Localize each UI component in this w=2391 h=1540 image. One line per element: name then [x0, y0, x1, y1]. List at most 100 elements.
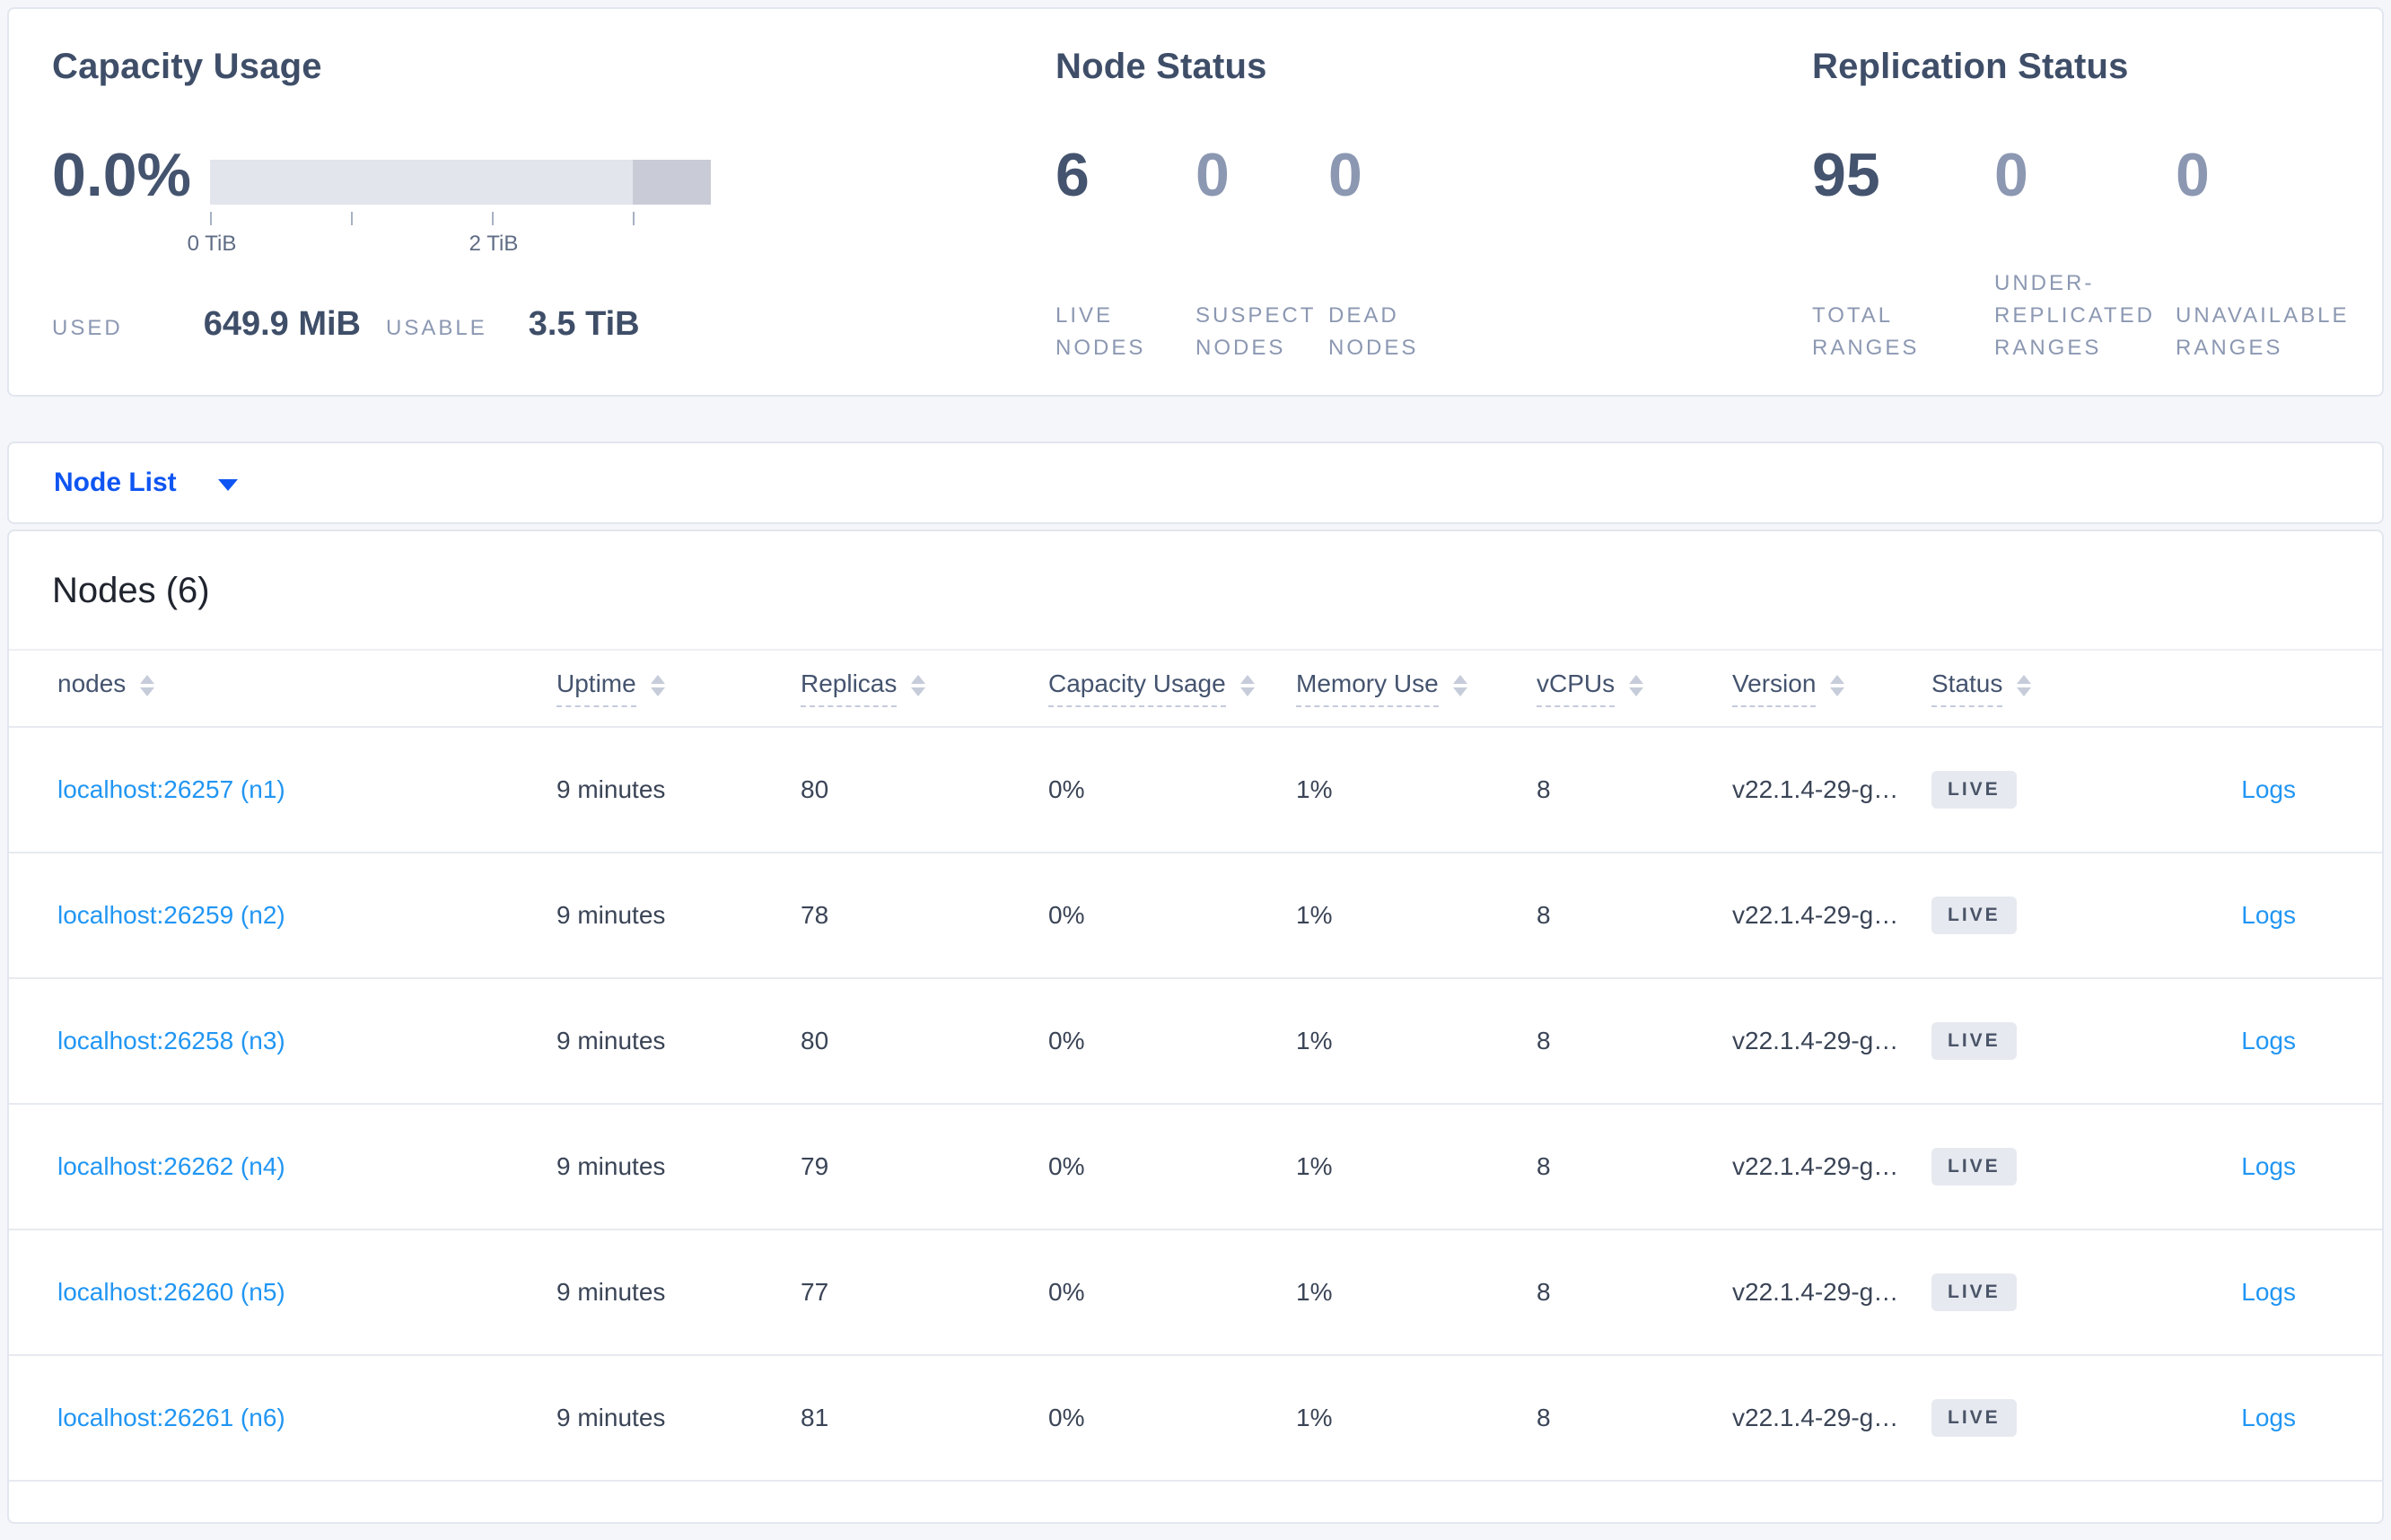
column-header-memory-use[interactable]: Memory Use — [1296, 669, 1537, 707]
replicas-cell: 78 — [801, 901, 829, 929]
vcpus-cell: 8 — [1537, 1278, 1551, 1306]
status-cell: LIVE — [1931, 1022, 2147, 1060]
node-address-link[interactable]: localhost:26258 (n3) — [57, 1027, 285, 1054]
node-address-link[interactable]: localhost:26257 (n1) — [57, 775, 285, 803]
used-label: USED — [52, 316, 123, 340]
suspect-nodes-value: 0 — [1196, 141, 1230, 209]
memory-use-cell: 1% — [1296, 1152, 1333, 1180]
version-cell: v22.1.4-29-g… — [1732, 1404, 1899, 1431]
capacity-usage-bar — [210, 160, 711, 205]
status-badge: LIVE — [1931, 1273, 2017, 1311]
table-header-row: nodes Uptime Replicas Capacity Usage Mem… — [9, 651, 2382, 728]
dead-nodes-value: 0 — [1328, 141, 1362, 209]
capacity-axis-tick — [633, 212, 635, 225]
logs-cell: Logs — [2147, 1278, 2296, 1307]
status-cell: LIVE — [1931, 771, 2147, 809]
logs-cell: Logs — [2147, 775, 2296, 804]
capacity-axis-tick — [492, 212, 494, 225]
vcpus-cell: 8 — [1537, 1152, 1551, 1180]
logs-link[interactable]: Logs — [2241, 1404, 2296, 1431]
replication-status-title: Replication Status — [1812, 47, 2129, 86]
status-cell: LIVE — [1931, 1148, 2147, 1186]
capacity-bar-nonusable-segment — [633, 160, 711, 205]
node-address-cell: localhost:26261 (n6) — [57, 1404, 556, 1432]
capacity-usage-cell: 0% — [1048, 775, 1085, 803]
under-replicated-ranges-value: 0 — [1994, 141, 2028, 209]
capacity-used-usable-row: USED 649.9 MiB USABLE 3.5 TiB — [52, 305, 640, 344]
logs-link[interactable]: Logs — [2241, 1027, 2296, 1054]
logs-link[interactable]: Logs — [2241, 1152, 2296, 1180]
memory-use-cell: 1% — [1296, 1278, 1333, 1306]
logs-cell: Logs — [2147, 1027, 2296, 1055]
replicas-cell: 80 — [801, 775, 829, 803]
status-badge: LIVE — [1931, 1148, 2017, 1186]
capacity-usage-cell: 0% — [1048, 1278, 1085, 1306]
uptime-cell: 9 minutes — [556, 1027, 666, 1054]
column-header-nodes[interactable]: nodes — [57, 669, 556, 707]
table-row: localhost:26261 (n6) 9 minutes 81 0% 1% … — [9, 1356, 2382, 1482]
column-header-vcpus[interactable]: vCPUs — [1537, 669, 1732, 707]
status-cell: LIVE — [1931, 897, 2147, 934]
capacity-usage-cell: 0% — [1048, 1152, 1085, 1180]
dead-nodes-label: DEAD NODES — [1328, 303, 1419, 360]
vcpus-cell: 8 — [1537, 1404, 1551, 1431]
table-row: localhost:26258 (n3) 9 minutes 80 0% 1% … — [9, 979, 2382, 1105]
nodes-table-card: Nodes (6) nodes Uptime Replicas Capacity… — [7, 529, 2384, 1524]
uptime-cell: 9 minutes — [556, 1152, 666, 1180]
unavailable-ranges-label: UNAVAILABLE RANGES — [2176, 303, 2350, 360]
sort-icon — [140, 675, 155, 696]
sort-icon — [1629, 675, 1644, 696]
version-cell: v22.1.4-29-g… — [1732, 1278, 1899, 1306]
logs-link[interactable]: Logs — [2241, 775, 2296, 803]
replicas-cell: 81 — [801, 1404, 829, 1431]
usable-label: USABLE — [386, 316, 487, 340]
unavailable-ranges-value: 0 — [2176, 141, 2210, 209]
uptime-cell: 9 minutes — [556, 775, 666, 803]
sort-icon — [911, 675, 926, 696]
logs-cell: Logs — [2147, 1404, 2296, 1432]
vcpus-cell: 8 — [1537, 775, 1551, 803]
capacity-axis-label-0: 0 TiB — [187, 232, 237, 256]
sort-icon — [650, 675, 665, 696]
node-address-link[interactable]: localhost:26260 (n5) — [57, 1278, 285, 1306]
capacity-usage-cell: 0% — [1048, 1027, 1085, 1054]
nodes-table-title: Nodes (6) — [52, 571, 210, 610]
status-badge: LIVE — [1931, 1399, 2017, 1437]
node-address-link[interactable]: localhost:26259 (n2) — [57, 901, 285, 929]
memory-use-cell: 1% — [1296, 1404, 1333, 1431]
sort-icon — [1830, 675, 1845, 696]
node-address-cell: localhost:26257 (n1) — [57, 775, 556, 804]
uptime-cell: 9 minutes — [556, 1404, 666, 1431]
capacity-usage-title: Capacity Usage — [52, 47, 322, 86]
replicas-cell: 80 — [801, 1027, 829, 1054]
logs-link[interactable]: Logs — [2241, 901, 2296, 929]
node-address-link[interactable]: localhost:26261 (n6) — [57, 1404, 285, 1431]
node-address-cell: localhost:26259 (n2) — [57, 901, 556, 930]
column-header-uptime[interactable]: Uptime — [556, 669, 801, 707]
column-header-replicas[interactable]: Replicas — [801, 669, 1048, 707]
live-nodes-value: 6 — [1055, 141, 1090, 209]
column-header-status[interactable]: Status — [1931, 669, 2147, 707]
column-header-version[interactable]: Version — [1732, 669, 1931, 707]
node-list-dropdown[interactable]: Node List — [54, 468, 238, 498]
column-header-capacity-usage[interactable]: Capacity Usage — [1048, 669, 1296, 707]
sort-icon — [2017, 675, 2032, 696]
version-cell: v22.1.4-29-g… — [1732, 1152, 1899, 1180]
capacity-percent-value: 0.0% — [52, 141, 191, 209]
memory-use-cell: 1% — [1296, 1027, 1333, 1054]
table-row: localhost:26257 (n1) 9 minutes 80 0% 1% … — [9, 728, 2382, 853]
node-address-link[interactable]: localhost:26262 (n4) — [57, 1152, 285, 1180]
status-badge: LIVE — [1931, 1022, 2017, 1060]
capacity-axis-tick — [351, 212, 353, 225]
node-status-title: Node Status — [1055, 47, 1267, 86]
logs-link[interactable]: Logs — [2241, 1278, 2296, 1306]
version-cell: v22.1.4-29-g… — [1732, 1027, 1899, 1054]
memory-use-cell: 1% — [1296, 775, 1333, 803]
status-badge: LIVE — [1931, 771, 2017, 809]
sort-icon — [1452, 675, 1467, 696]
uptime-cell: 9 minutes — [556, 901, 666, 929]
status-cell: LIVE — [1931, 1273, 2147, 1311]
cluster-summary-panel: Capacity Usage 0.0% 0 TiB 2 TiB USED 649… — [7, 7, 2384, 397]
suspect-nodes-label: SUSPECT NODES — [1196, 303, 1317, 360]
status-badge: LIVE — [1931, 897, 2017, 934]
